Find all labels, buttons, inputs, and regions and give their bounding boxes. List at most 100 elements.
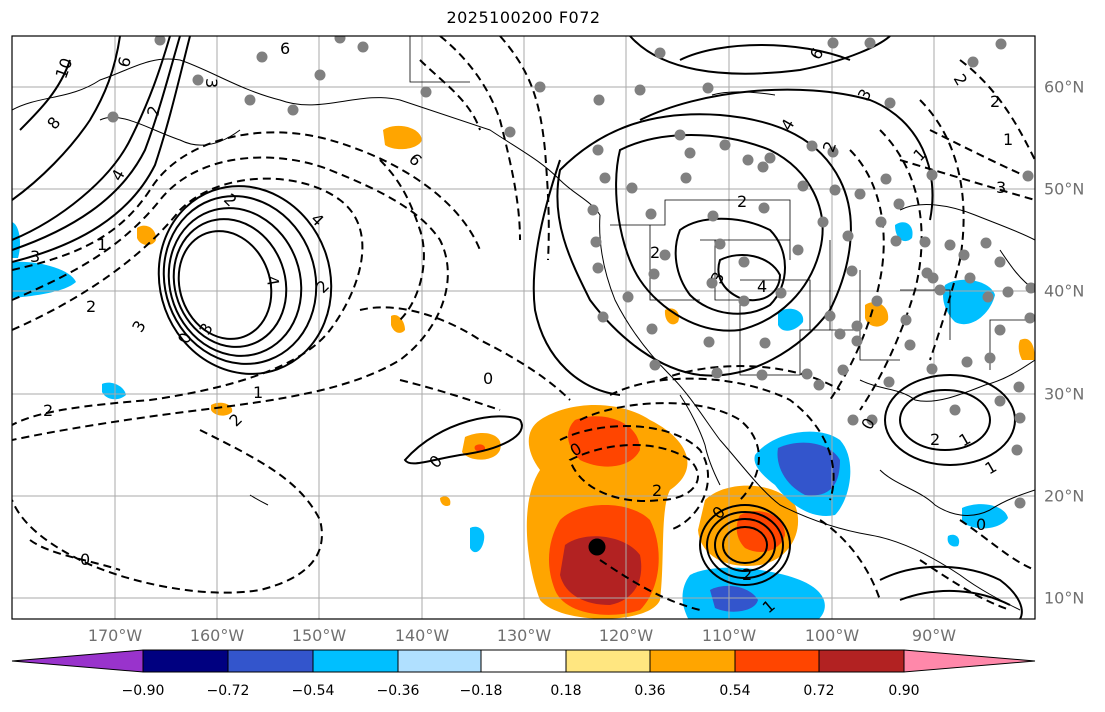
colorbar-tick: 0.18 (550, 683, 582, 699)
colorbar-tick: 0.54 (719, 683, 751, 699)
storm-center-marker (588, 538, 606, 556)
colorbar-swatch (649, 649, 736, 673)
longitude-label: 110°W (701, 626, 757, 645)
longitude-label: 90°W (911, 626, 957, 645)
colorbar-swatch (312, 649, 399, 673)
colorbar-tick: −0.54 (291, 683, 335, 699)
latitude-label: 50°N (1044, 179, 1085, 199)
dashed-contours (12, 36, 1035, 611)
positive-anomaly-region (664, 308, 679, 325)
contour-label: 2 (930, 430, 940, 449)
contour-label: 4 (107, 166, 129, 184)
contour-label: 4 (757, 277, 767, 296)
longitude-label: 160°W (189, 626, 245, 645)
positive-anomaly-region (1018, 338, 1035, 360)
graticule (12, 36, 1035, 619)
contour-label: 6 (114, 55, 135, 70)
colorbar-swatch (480, 649, 567, 673)
colorbar-swatch (142, 649, 229, 673)
state-borders (409, 36, 1035, 376)
positive-anomaly-region (137, 225, 157, 246)
very-strong-positive-region (560, 536, 642, 605)
contour-label: 10 (51, 55, 76, 81)
contour-label: 2 (737, 192, 747, 211)
longitude-label: 130°W (496, 626, 552, 645)
map-title: 2025100200 F072 (446, 8, 601, 27)
contour-label: 3 (996, 178, 1006, 197)
contour-label: 2 (819, 139, 840, 155)
contour-label: 2 (742, 565, 752, 584)
negative-anomaly-region (470, 526, 485, 553)
contour-label: 6 (806, 45, 828, 63)
contour-label: 1 (97, 235, 107, 254)
negative-anomaly-region (947, 534, 960, 547)
negative-anomaly-region (12, 261, 76, 298)
contour-label: 4 (307, 209, 328, 230)
contour-label: 2 (43, 401, 53, 420)
contour-label: 0 (483, 369, 493, 388)
colorbar-tick: 0.72 (803, 683, 835, 699)
negative-anomaly-region (102, 382, 126, 400)
contour-label: 4 (777, 116, 799, 134)
contour-label: 8 (43, 113, 64, 133)
positive-anomaly-region (440, 496, 451, 507)
colorbar-swatch (818, 649, 905, 673)
positive-anomaly-region (383, 125, 422, 150)
contour-label: 3 (30, 247, 40, 266)
latitude-label: 40°N (1044, 281, 1085, 301)
contour-label: 2 (950, 71, 972, 89)
latitude-label: 30°N (1044, 384, 1085, 404)
map-frame (11, 35, 1036, 620)
station-dots (107, 36, 1035, 509)
colorbar (11, 649, 1036, 673)
strong-positive-region (474, 444, 486, 452)
contour-label: 3 (128, 317, 150, 335)
colorbar-tick: −0.90 (121, 683, 165, 699)
longitude-label: 170°W (87, 626, 143, 645)
latitude-label: 60°N (1044, 77, 1085, 97)
colorbar-high-extension (903, 649, 1036, 673)
contour-label: 1 (982, 457, 1000, 479)
contour-label: 2 (86, 297, 96, 316)
positive-anomaly-region (865, 302, 889, 327)
longitude-label: 140°W (394, 626, 450, 645)
solid-contours (12, 36, 1023, 619)
contour-label: 6 (405, 149, 426, 170)
latitude-label: 10°N (1044, 588, 1085, 608)
contour-label: 3 (202, 78, 221, 88)
colorbar-swatch (734, 649, 820, 673)
strong-negative-region (710, 585, 758, 612)
negative-anomaly-region (895, 222, 913, 242)
contour-label: 2 (225, 410, 246, 431)
colorbar-tick: −0.36 (376, 683, 420, 699)
contour-label: 2 (652, 481, 662, 500)
longitude-label: 150°W (291, 626, 347, 645)
colorbar-swatch (227, 649, 314, 673)
negative-anomaly-region (778, 308, 804, 331)
colorbar-tick: 0.90 (888, 683, 920, 699)
contour-label: 1 (956, 429, 974, 451)
contour-label: 1 (1003, 130, 1013, 149)
colorbar-tick: 0.36 (634, 683, 666, 699)
longitude-label: 100°W (804, 626, 860, 645)
contour-label: 2 (990, 92, 1000, 111)
contour-label: 0 (425, 451, 446, 472)
contour-label: 4 (262, 274, 282, 287)
negative-anomaly-region (962, 504, 1008, 529)
colorbar-tick: −0.72 (206, 683, 250, 699)
contour-label: 0 (976, 515, 986, 534)
contour-label: 1 (253, 383, 263, 402)
strong-negative-region (777, 442, 840, 496)
colorbar-low-extension (11, 649, 144, 673)
anomaly-shading (12, 125, 1035, 619)
colorbar-swatch (565, 649, 651, 673)
longitude-label: 120°W (598, 626, 654, 645)
colorbar-tick: −0.18 (459, 683, 503, 699)
contour-label: 2 (143, 104, 163, 117)
contour-label: 6 (280, 39, 290, 58)
contour-label: 0 (80, 550, 90, 569)
colorbar-swatch (397, 649, 482, 673)
contour-label: 2 (650, 243, 660, 262)
latitude-label: 20°N (1044, 486, 1085, 506)
